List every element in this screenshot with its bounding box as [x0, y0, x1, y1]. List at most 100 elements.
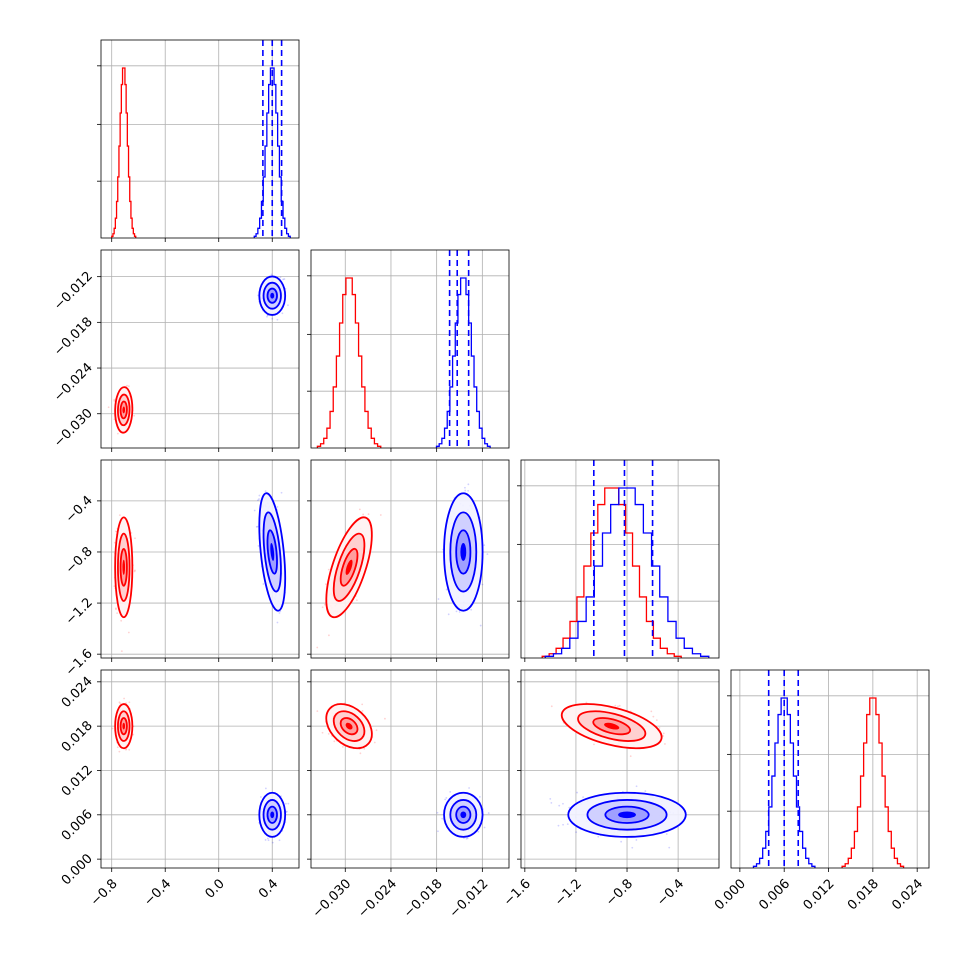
y-tick-label: 0.000 — [59, 851, 96, 888]
sample-point — [445, 796, 448, 799]
y-tick-label: 0.006 — [59, 807, 96, 844]
sample-point — [582, 796, 584, 799]
y-tick-label: −0.4 — [63, 493, 96, 526]
histogram-series-0 — [541, 487, 682, 658]
sample-point — [363, 747, 366, 750]
histogram-series-1 — [752, 697, 816, 868]
sample-point — [118, 750, 121, 753]
sample-point — [115, 608, 117, 611]
sample-point — [262, 583, 265, 585]
panel-frame — [520, 669, 720, 869]
panel-0-2: −1.6 −1.2 −0.8 −0.4 — [63, 459, 300, 679]
x-tick-label: 0.024 — [889, 876, 926, 913]
sample-point — [483, 826, 486, 829]
sample-point — [255, 525, 258, 528]
sample-point — [257, 545, 260, 547]
sample-point — [271, 317, 274, 320]
y-tick-label: −1.6 — [63, 646, 96, 679]
sample-point — [133, 570, 136, 573]
sample-point — [111, 727, 114, 730]
sample-point — [120, 619, 123, 622]
sample-point — [562, 823, 564, 826]
panel-0-3: −0.8 −0.4 0.0 0.4 0.000 0.006 0.012 0.018 0.024 — [59, 669, 300, 909]
sample-point — [287, 304, 289, 307]
sample-point — [127, 631, 130, 634]
panel-frame — [100, 459, 300, 659]
sample-point — [355, 599, 358, 602]
histogram-series-1 — [544, 487, 710, 658]
histogram-series-0 — [111, 67, 137, 238]
density-contour-3 — [270, 811, 275, 819]
sample-point — [119, 702, 122, 705]
sample-point — [618, 704, 621, 707]
x-tick-label: 0.000 — [712, 876, 749, 913]
sample-point — [341, 746, 344, 748]
histogram-series-1 — [435, 277, 491, 448]
panel-2-2 — [517, 459, 720, 662]
panel-frame — [310, 459, 510, 659]
x-tick-label: 0.012 — [801, 876, 838, 913]
x-tick-label: −0.012 — [447, 876, 492, 921]
sample-point — [593, 743, 595, 746]
sample-point — [617, 705, 619, 708]
density-contour-3 — [460, 811, 467, 819]
x-tick-label: 0.0 — [203, 876, 228, 901]
sample-point — [253, 509, 256, 512]
y-tick-label: −0.012 — [51, 269, 96, 314]
sample-point — [665, 833, 668, 835]
x-tick-label: 0.4 — [256, 876, 281, 901]
sample-point — [278, 839, 281, 842]
y-tick-label: 0.012 — [59, 763, 96, 800]
x-tick-label: −0.8 — [88, 876, 121, 909]
sample-point — [468, 787, 470, 789]
histogram-series-0 — [316, 277, 382, 448]
sample-point — [550, 801, 553, 804]
sample-point — [264, 490, 267, 493]
density-contour-3 — [270, 292, 275, 299]
sample-point — [361, 703, 364, 706]
sample-point — [113, 400, 116, 403]
sample-point — [359, 752, 362, 755]
x-tick-label: 0.006 — [756, 876, 793, 913]
sample-point — [333, 740, 336, 743]
x-tick-label: 0.018 — [845, 876, 882, 913]
sample-point — [631, 846, 634, 849]
sample-point — [478, 795, 481, 798]
sample-point — [260, 796, 262, 798]
sample-point — [126, 384, 128, 387]
sample-point — [256, 525, 259, 528]
sample-point — [576, 791, 578, 794]
sample-point — [384, 717, 386, 720]
sample-point — [116, 432, 119, 435]
sample-point — [321, 606, 324, 609]
sample-point — [447, 613, 450, 616]
density-contour-3 — [618, 811, 636, 819]
sample-point — [464, 486, 466, 489]
sample-point — [655, 719, 658, 722]
sample-point — [276, 318, 279, 321]
sample-point — [437, 598, 440, 600]
sample-point — [658, 726, 661, 729]
sample-point — [316, 710, 319, 713]
sample-point — [470, 608, 473, 611]
sample-point — [635, 839, 638, 841]
sample-point — [113, 585, 116, 588]
sample-point — [281, 312, 284, 315]
density-contour-3 — [122, 559, 126, 575]
sample-point — [327, 732, 330, 735]
sample-point — [465, 837, 468, 840]
sample-point — [264, 839, 267, 841]
sample-point — [123, 697, 125, 700]
sample-point — [125, 748, 127, 751]
sample-point — [444, 798, 447, 801]
density-contour-3 — [345, 722, 353, 730]
sample-point — [270, 273, 273, 276]
plot-area — [316, 483, 489, 649]
sample-point — [285, 802, 287, 805]
sample-point — [375, 729, 378, 732]
sample-point — [481, 583, 484, 586]
sample-point — [662, 735, 665, 737]
sample-point — [662, 732, 665, 735]
sample-point — [620, 840, 623, 843]
